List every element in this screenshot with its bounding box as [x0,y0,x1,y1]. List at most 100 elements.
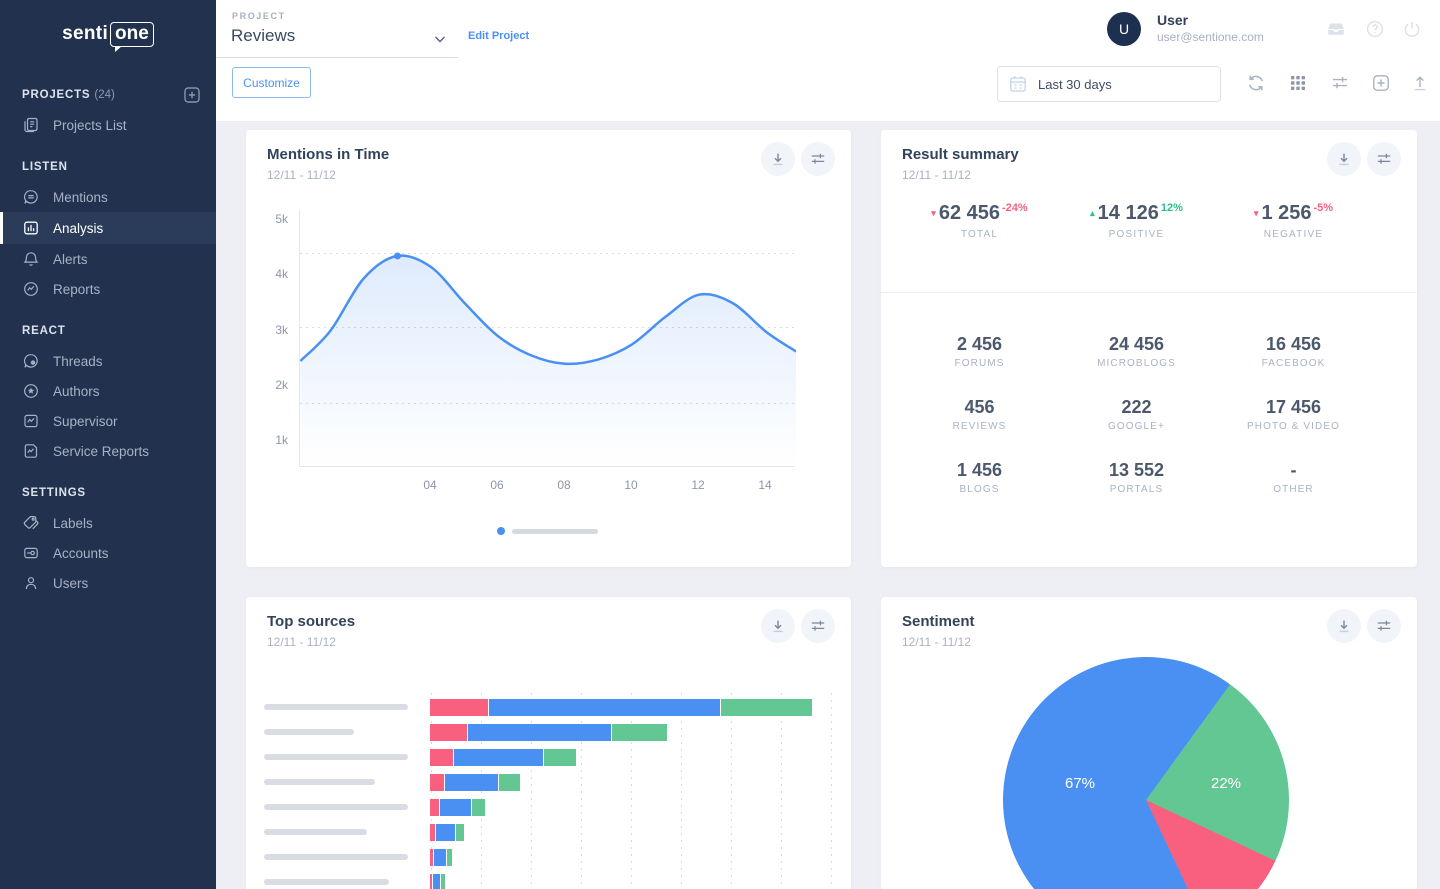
bar-segment-green[interactable] [612,724,667,741]
date-range-selector[interactable]: Last 30 days [997,66,1221,102]
bar-segment-blue[interactable] [445,774,498,791]
sidebar-item-accounts[interactable]: Accounts [0,538,216,568]
bar-segment-green[interactable] [456,824,464,841]
bar-segment-pink[interactable] [430,774,444,791]
peak-data-point[interactable] [394,252,401,260]
source-row[interactable] [264,874,851,889]
chart-gridline [300,253,795,255]
download-button[interactable] [761,609,795,643]
edit-project-link[interactable]: Edit Project [468,30,530,42]
bar-segment-blue[interactable] [468,724,611,741]
sidebar-item-analysis[interactable]: Analysis [0,212,216,244]
cell-value: 2 456 [956,334,1003,354]
bar-segment-green[interactable] [447,849,452,866]
sidebar-item-threads[interactable]: Threads [0,346,216,376]
source-row[interactable] [264,774,851,791]
widget-settings-button[interactable] [801,609,835,643]
bar-segment-pink[interactable] [430,849,433,866]
top-sources-panel: Top sources 12/11 - 11/12 [246,597,851,889]
source-row[interactable] [264,724,851,741]
download-button[interactable] [1327,142,1361,176]
mentions-series-line[interactable] [300,254,796,366]
bar-segment-blue[interactable] [440,799,471,816]
chevron-down-icon[interactable] [432,31,448,47]
sidebar-item-users[interactable]: Users [0,568,216,598]
widget-settings-button[interactable] [801,142,835,176]
inbox-tray-icon[interactable] [1326,19,1346,39]
source-label-skeleton [264,829,367,835]
chart-pager-dot[interactable] [497,527,505,535]
summary-grid-cell: 24 456 MICROBLOGS [1058,334,1215,369]
bar-segment-blue[interactable] [489,699,720,716]
sidebar-item-supervisor[interactable]: Supervisor [0,406,216,436]
bar-segment-green[interactable] [544,749,576,766]
source-row[interactable] [264,699,851,716]
stat-value-row: ▴ 14 126 12% [1058,202,1215,225]
avatar[interactable]: U [1107,12,1141,46]
mentions-in-time-panel: Mentions in Time 12/11 - 11/12 5k 4k 3k 2k 1… [246,130,851,567]
panel-date-range: 12/11 - 11/12 [267,635,336,649]
panel-title: Mentions in Time [267,146,390,163]
refresh-icon[interactable] [1246,73,1266,93]
bar-segment-green[interactable] [499,774,520,791]
widget-settings-button[interactable] [1367,142,1401,176]
bar-segment-pink[interactable] [430,824,435,841]
export-icon[interactable] [1410,73,1430,93]
projects-list-icon [22,116,40,134]
widget-settings-button[interactable] [1367,609,1401,643]
sentiment-pie-chart[interactable]: 67% 22% [1003,657,1289,889]
download-button[interactable] [1327,609,1361,643]
source-label-skeleton [264,879,389,885]
triangle-down-icon: ▾ [931,208,936,218]
chart-pager-track[interactable] [512,529,598,534]
service-reports-icon [22,442,40,460]
bar-segment-green[interactable] [441,874,445,889]
logout-power-icon[interactable] [1402,19,1422,39]
source-row[interactable] [264,799,851,816]
chart-gridline [481,693,482,889]
customize-button[interactable]: Customize [232,67,311,98]
x-axis-tick: 12 [691,478,705,492]
stat-value: 1 256 [1261,202,1312,224]
supervisor-icon [22,412,40,430]
sidebar-item-authors[interactable]: Authors [0,376,216,406]
sidebar-item-reports[interactable]: Reports [0,274,216,304]
grid-view-icon[interactable] [1288,73,1308,93]
bar-segment-pink[interactable] [430,799,439,816]
filters-sliders-icon[interactable] [1330,73,1350,93]
add-project-icon[interactable] [184,87,200,103]
bar-segment-blue[interactable] [433,874,440,889]
pie-label-green: 22% [1211,775,1242,792]
summary-grid-cell: 222 GOOGLE+ [1058,397,1215,432]
sidebar-item-alerts[interactable]: Alerts [0,244,216,274]
bar-segment-pink[interactable] [430,699,488,716]
source-row[interactable] [264,749,851,766]
bar-segment-green[interactable] [721,699,812,716]
add-widget-icon[interactable] [1371,73,1391,93]
bar-segment-pink[interactable] [430,749,453,766]
sidebar-item-mentions[interactable]: Mentions [0,182,216,212]
mentions-line-chart[interactable] [299,210,796,467]
panel-title: Sentiment [902,613,975,630]
bar-segment-green[interactable] [472,799,485,816]
top-header: PROJECT Reviews Edit Project Customize U… [216,0,1440,122]
summary-hero-stat: ▾ 1 256 -5% NEGATIVE [1215,202,1372,240]
bar-segment-pink[interactable] [430,724,467,741]
source-row[interactable] [264,824,851,841]
sidebar-item-labels[interactable]: Labels [0,508,216,538]
summary-grid-cell: 16 456 FACEBOOK [1215,334,1372,369]
top-sources-bar-chart[interactable] [246,597,851,889]
sidebar-item-projects-list[interactable]: Projects List [0,110,216,140]
bar-segment-pink[interactable] [430,874,432,889]
bar-segment-blue[interactable] [454,749,543,766]
help-icon[interactable] [1365,19,1385,39]
result-summary-panel: Result summary 12/11 - 11/12 ▾ 62 456 -24%… [881,130,1417,567]
bar-segment-blue[interactable] [436,824,455,841]
source-row[interactable] [264,849,851,866]
sidebar-item-service-reports[interactable]: Service Reports [0,436,216,466]
sidebar-section-listen: LISTEN [22,161,68,173]
bar-segment-blue[interactable] [434,849,446,866]
logo-text-senti: senti [62,23,109,44]
download-button[interactable] [761,142,795,176]
project-select[interactable]: Reviews [231,26,296,45]
